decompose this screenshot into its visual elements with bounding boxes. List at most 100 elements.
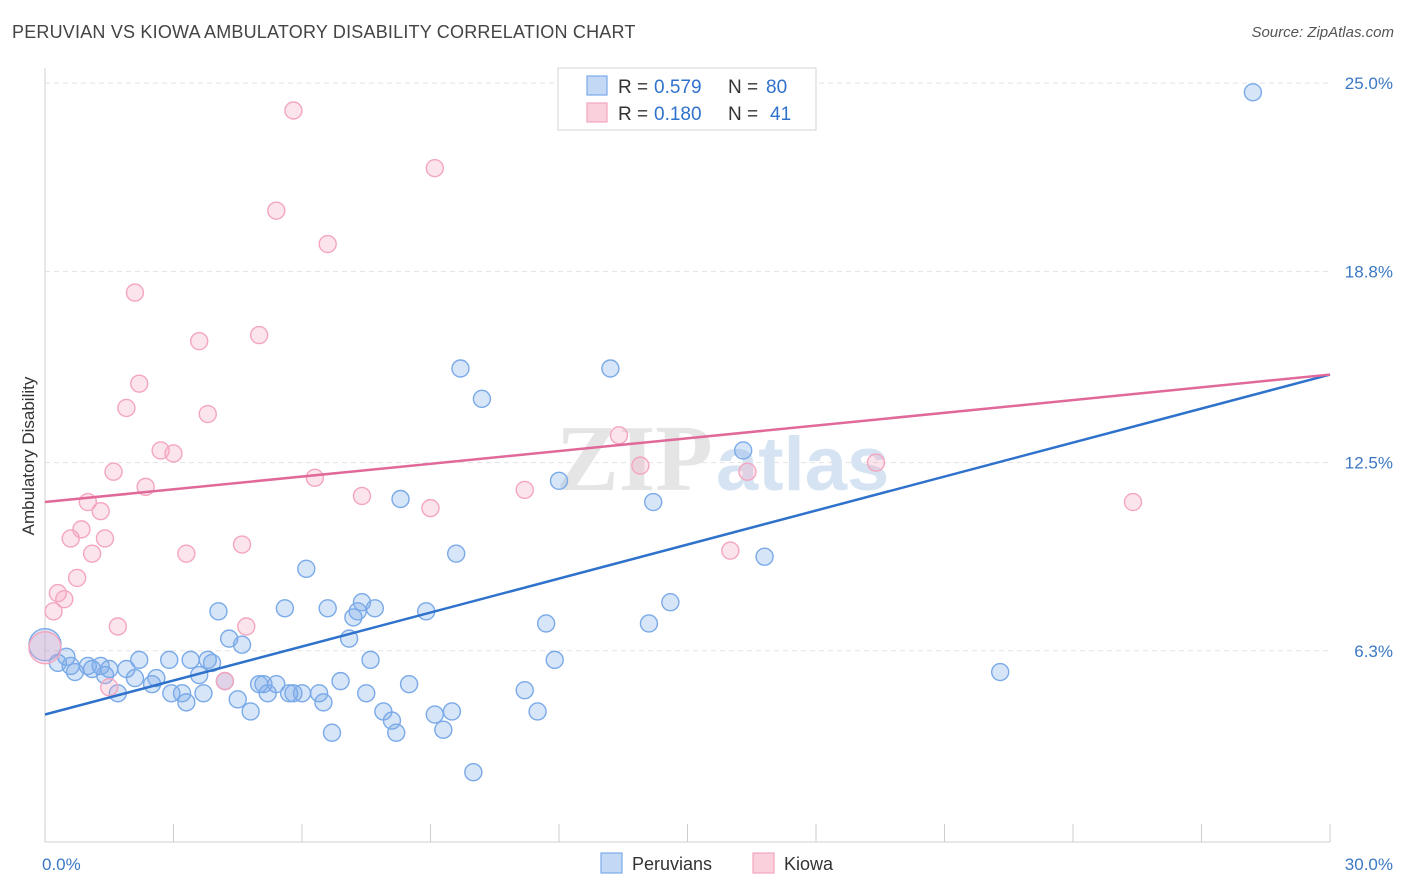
peruvians-point-16 (160, 650, 179, 670)
peruvians-point-62 (451, 359, 470, 378)
kiowa-point-1 (44, 602, 63, 621)
peruvians-point-35 (275, 599, 295, 618)
kiowa-point-8 (82, 544, 102, 563)
kiowa-point-23 (215, 671, 235, 691)
peruvians-point-59 (434, 720, 453, 739)
bottom-legend: Peruvians Kiowa (600, 852, 834, 874)
kiowa-point-11 (100, 678, 119, 697)
peruvians-point-20 (181, 650, 200, 670)
kiowa-point-20 (177, 544, 196, 563)
kiowa-point-19 (164, 444, 183, 463)
kiowa-point-39 (866, 453, 886, 472)
peruvians-point-40 (309, 684, 329, 703)
peruvians-point-73 (661, 593, 680, 612)
kiowa-point-13 (108, 617, 128, 636)
kiowa-point-33 (425, 158, 444, 178)
peruvians-point-12 (125, 668, 145, 688)
legend-r-value-kiowa: 0.180 (654, 104, 702, 125)
peruvians-point-71 (639, 614, 659, 633)
kiowa-point-24 (232, 535, 252, 554)
peruvians-point-36 (279, 684, 299, 703)
kiowa-point-37 (721, 541, 740, 560)
peruvians-point-66 (528, 702, 547, 721)
peruvians-point-76 (990, 662, 1010, 682)
kiowa-point-40 (1123, 492, 1143, 512)
peruvians-point-32 (254, 674, 273, 694)
peruvians-point-29 (232, 635, 252, 654)
y-tick-label-3: 25.0% (1345, 74, 1393, 93)
peruvians-point-42 (318, 599, 337, 618)
kiowa-point-10 (95, 529, 115, 548)
peruvians-point-19 (177, 693, 196, 712)
peruvians-point-25 (209, 602, 228, 621)
y-tick-label-0: 6.3% (1354, 642, 1393, 661)
kiowa-point-35 (609, 426, 629, 445)
peruvians-point-64 (472, 389, 492, 409)
peruvians-point-44 (331, 671, 350, 691)
y-tick-label-2: 18.8% (1345, 262, 1393, 281)
watermark: ZIP atlas (556, 407, 889, 511)
data-points (28, 83, 1263, 782)
peruvians-point-28 (228, 690, 247, 709)
peruvians-point-75 (755, 547, 774, 566)
kiowa-point-14 (117, 398, 136, 418)
peruvians-point-38 (292, 684, 312, 703)
legend-swatch-peruvians (586, 75, 608, 96)
bottom-legend-label-peruvians: Peruvians (632, 854, 712, 874)
kiowa-point-34 (515, 480, 534, 500)
peruvians-point-58 (425, 705, 444, 724)
peruvians-point-63 (464, 762, 483, 782)
peruvians-point-49 (357, 684, 376, 703)
peruvians-point-22 (194, 684, 213, 703)
y-tick-labels: 6.3% 12.5% 18.8% 25.0% (1345, 74, 1393, 661)
gridlines (45, 82, 1330, 652)
kiowa-point-16 (130, 374, 149, 393)
peruvians-point-41 (314, 693, 333, 712)
kiowa-point-22 (198, 404, 217, 424)
legend: R = 0.579 N = 80 R = 0.180 N = 41 (557, 67, 817, 131)
kiowa-point-9 (91, 501, 110, 521)
x-tick-labels: 0.0% 30.0% (42, 855, 1393, 874)
legend-n-label-kiowa: N = (728, 104, 758, 125)
peruvians-point-68 (545, 650, 564, 670)
kiowa-point-21 (189, 331, 209, 351)
legend-swatch-kiowa (586, 102, 608, 123)
legend-r-value-peruvians: 0.579 (654, 77, 702, 98)
peruvians-point-74 (733, 441, 753, 460)
bottom-legend-swatch-kiowa (752, 852, 775, 874)
peruvians-point-72 (644, 492, 663, 512)
peruvians-point-13 (130, 650, 149, 670)
kiowa-point-27 (267, 201, 286, 220)
axes (44, 68, 1331, 843)
peruvians-point-34 (267, 674, 286, 694)
kiowa-point-28 (284, 101, 303, 120)
kiowa-point-32 (421, 498, 440, 518)
trend-lines (44, 373, 1331, 716)
watermark-atlas: atlas (716, 422, 889, 507)
kiowa-trend-line (44, 373, 1331, 504)
peruvians-point-43 (322, 723, 342, 742)
peruvians-point-9 (100, 659, 119, 679)
kiowa-point-26 (249, 325, 269, 345)
kiowa-point-15 (125, 283, 145, 302)
kiowa-point-5 (67, 568, 87, 588)
peruvians-point-39 (297, 559, 316, 579)
bottom-legend-label-kiowa: Kiowa (784, 854, 834, 874)
peruvians-point-61 (447, 544, 466, 563)
peruvians-point-70 (601, 359, 620, 378)
peruvians-point-67 (536, 614, 556, 633)
peruvians-point-56 (399, 674, 419, 694)
y-axis-label: Ambulatory Disability (19, 376, 38, 535)
peruvians-point-15 (147, 668, 166, 688)
kiowa-point-38 (738, 462, 757, 481)
peruvians-point-50 (361, 650, 380, 670)
peruvians-point-18 (172, 684, 192, 703)
peruvians-point-30 (241, 702, 260, 721)
kiowa-point-6 (72, 520, 91, 539)
x-tick-label-0: 0.0% (42, 855, 81, 874)
kiowa-point-29 (305, 468, 325, 487)
peruvians-point-51 (365, 599, 385, 618)
chart-title: PERUVIAN VS KIOWA AMBULATORY DISABILITY … (12, 22, 636, 42)
legend-r-label-kiowa: R = (618, 104, 648, 125)
